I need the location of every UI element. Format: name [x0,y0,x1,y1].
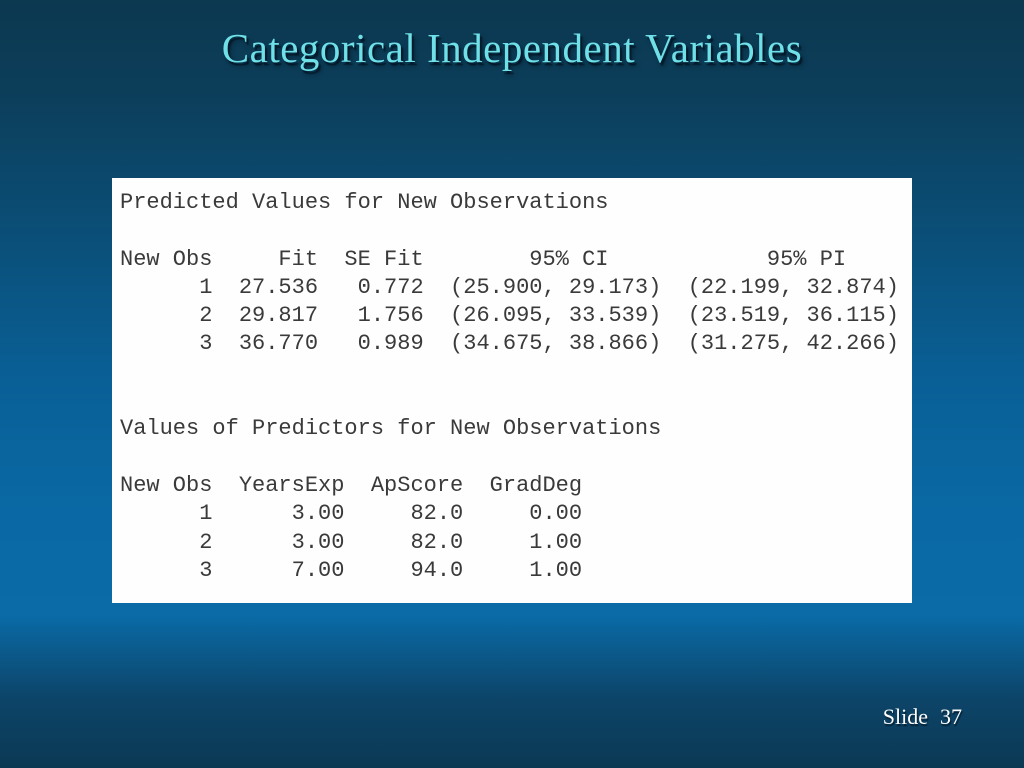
slide-number-value: 37 [940,704,962,729]
output-table-row: 3 7.00 94.0 1.00 [120,557,583,583]
output-table-header: New Obs Fit SE Fit 95% CI 95% PI [120,246,847,272]
output-table-header: New Obs YearsExp ApScore GradDeg [120,472,583,498]
minitab-output-panel: Predicted Values for New Observations Ne… [112,178,912,603]
slide-number: Slide 37 [883,704,962,730]
output-heading-predicted-values: Predicted Values for New Observations [120,190,609,215]
slide-title: Categorical Independent Variables [221,25,803,71]
output-table-row: 2 29.817 1.756 (26.095, 33.539) (23.519,… [120,303,899,329]
output-table-row: 1 27.536 0.772 (25.900, 29.173) (22.199,… [120,274,899,300]
output-heading-predictor-values: Values of Predictors for New Observation… [120,416,662,442]
output-table-row: 2 3.00 82.0 1.00 [120,529,583,555]
output-blank-line [120,217,912,245]
slide-number-label: Slide [882,704,928,729]
output-table-row: 1 3.00 82.0 0.00 [120,501,583,527]
output-blank-line [120,444,912,472]
output-table-row: 3 36.770 0.989 (34.675, 38.866) (31.275,… [120,331,899,357]
output-blank-line [120,387,912,415]
output-blank-line [120,359,912,387]
